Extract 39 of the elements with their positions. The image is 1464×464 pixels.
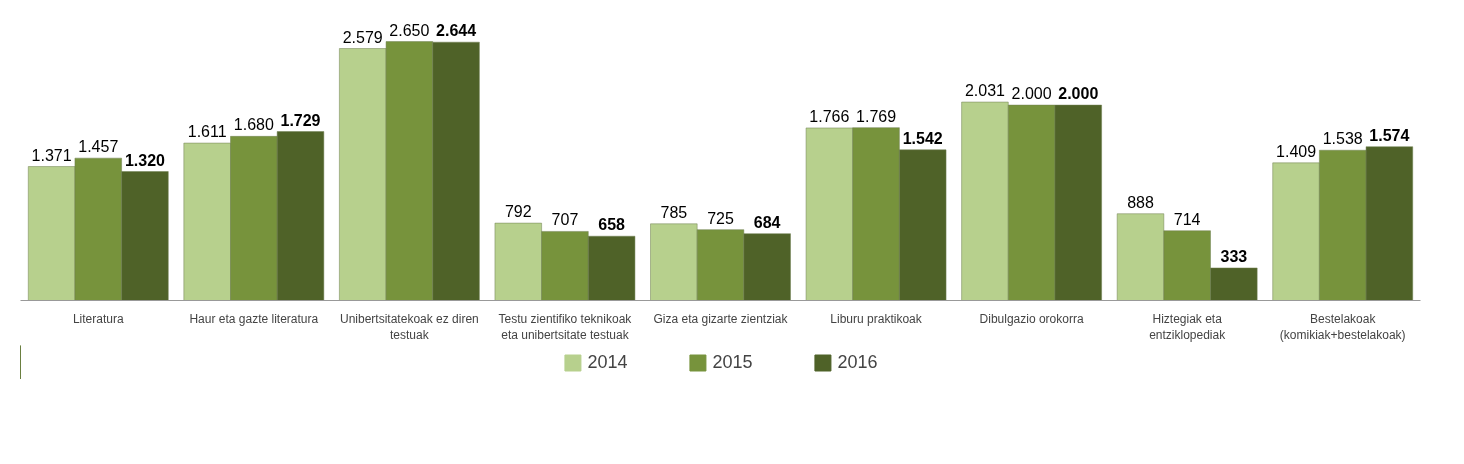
- x-tick-label: Haur eta gazte literatura: [189, 311, 319, 326]
- legend-label: 2016: [837, 351, 878, 373]
- data-label: 1.457: [78, 138, 119, 156]
- x-tick-label: Testu zientifiko teknikoak eta unibertsitate testuak: [498, 311, 633, 343]
- x-tick-label: Unibertsitatekoak ez diren testuak: [340, 311, 479, 343]
- data-label: 1.538: [1322, 130, 1363, 148]
- data-label: 1.371: [31, 146, 72, 164]
- data-label: 1.680: [233, 116, 274, 134]
- data-label: 1.542: [902, 129, 943, 147]
- data-label: 1.729: [280, 111, 321, 129]
- x-tick-label: Dibulgazio orokorra: [979, 311, 1084, 326]
- data-label: 333: [1220, 247, 1248, 265]
- x-tick-label: Giza eta gizarte zientziak: [653, 311, 789, 326]
- data-label: 785: [660, 203, 688, 221]
- data-label: 725: [707, 209, 734, 227]
- data-label: 658: [598, 216, 626, 234]
- x-tick-label: Liburu praktikoak: [830, 311, 923, 326]
- data-label: 1.320: [124, 151, 166, 169]
- data-label: 1.574: [1369, 126, 1410, 144]
- data-label: 2.000: [1058, 85, 1099, 103]
- x-tick-label: Literatura: [72, 311, 124, 326]
- legend-label: 2014: [587, 351, 628, 373]
- x-tick-label: Hiztegiak eta entziklopediak: [1149, 311, 1227, 343]
- data-label: 714: [1173, 210, 1201, 228]
- legend-label: 2015: [712, 351, 753, 373]
- data-label: 2.579: [342, 28, 383, 46]
- x-tick-label: Bestelakoak (komikiak+bestelakoak): [1279, 311, 1406, 343]
- data-label: 888: [1127, 193, 1154, 211]
- data-label: 2.000: [1011, 85, 1052, 103]
- data-label: 684: [753, 213, 781, 231]
- data-label: 2.031: [964, 82, 1006, 100]
- data-label: 2.650: [389, 21, 430, 39]
- data-label: 2.644: [436, 22, 477, 40]
- data-label: 1.409: [1276, 142, 1317, 160]
- data-label: 1.769: [856, 107, 897, 125]
- data-label: 707: [551, 211, 579, 229]
- data-label: 1.766: [809, 107, 850, 125]
- data-label: 792: [504, 203, 532, 221]
- data-label: 1.611: [187, 123, 227, 141]
